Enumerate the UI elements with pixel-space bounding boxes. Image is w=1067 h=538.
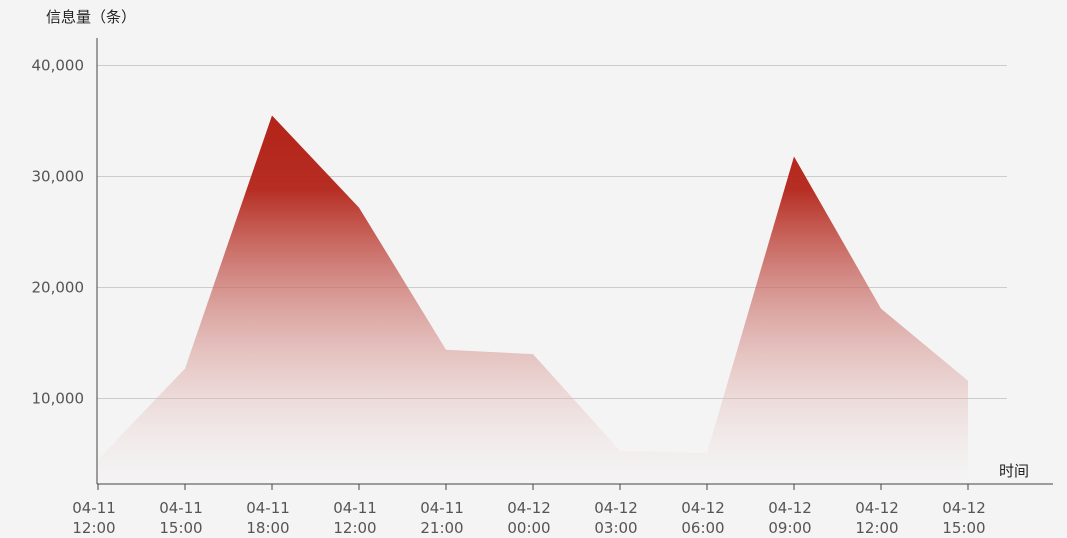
x-tick-label-time: 12:00 [72,519,115,537]
x-tick-label-time: 12:00 [855,519,898,537]
y-tick-label: 40,000 [32,57,85,75]
y-tick-label: 30,000 [32,168,85,186]
x-tick-label-date: 04-12 [594,499,638,517]
x-tick-label-time: 15:00 [942,519,985,537]
x-tick-label-time: 15:00 [159,519,202,537]
x-tick-label-time: 09:00 [768,519,811,537]
axes [96,38,1053,490]
x-tick-label-time: 03:00 [594,519,637,537]
x-tick-label-time: 12:00 [333,519,376,537]
y-tick-labels: 10,000 20,000 30,000 40,000 [32,57,85,408]
x-tick-label-date: 04-11 [72,499,116,517]
y-tick-label: 10,000 [32,390,85,408]
x-tick-label-time: 06:00 [681,519,724,537]
series-area [98,115,968,484]
x-tick-label-time: 00:00 [507,519,550,537]
x-tick-label-time: 21:00 [420,519,463,537]
x-tick-label-date: 04-12 [768,499,812,517]
y-tick-label: 20,000 [32,279,85,297]
x-tick-label-date: 04-12 [681,499,725,517]
x-axis-title: 时间 [999,462,1029,480]
x-tick-labels: 04-11 12:00 04-11 15:00 04-11 18:00 04-11 12:00… [72,499,986,537]
x-tick-label-date: 04-12 [855,499,899,517]
x-tick-label-date: 04-11 [420,499,464,517]
x-tick-label-date: 04-11 [333,499,377,517]
x-tick-label-date: 04-12 [507,499,551,517]
x-tick-label-date: 04-11 [159,499,203,517]
y-axis-title: 信息量（条） [46,8,136,26]
x-tick-label-time: 18:00 [246,519,289,537]
x-tick-label-date: 04-11 [246,499,290,517]
area-series [98,115,968,484]
x-tick-label-date: 04-12 [942,499,986,517]
